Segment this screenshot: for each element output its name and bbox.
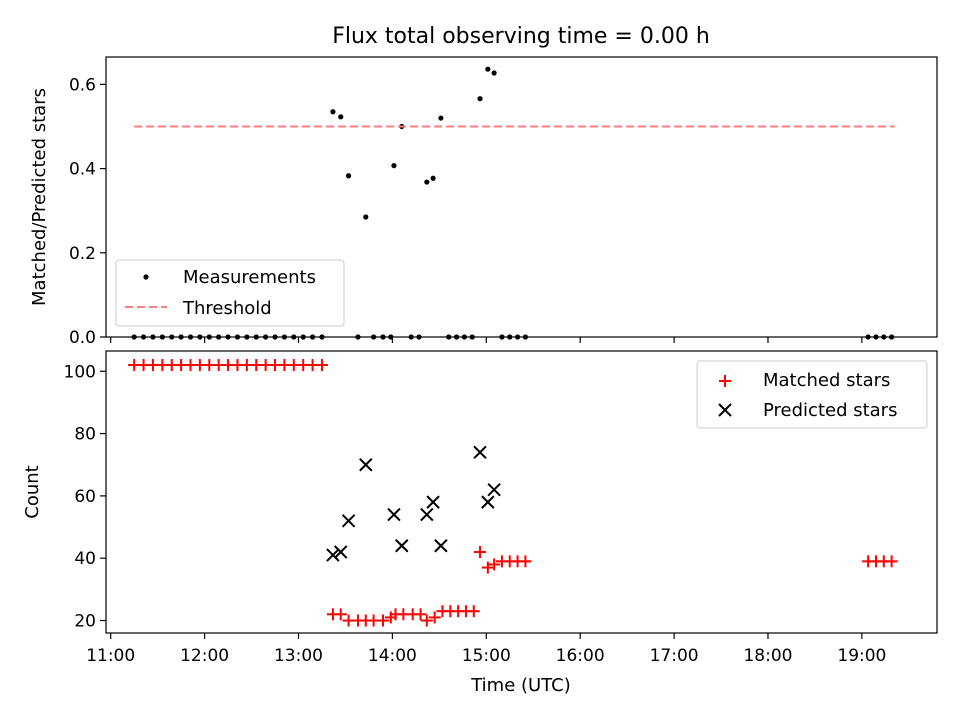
matched-star-point [467,605,480,618]
measurement-point [477,96,483,102]
y-tick-label: 0.4 [69,160,96,180]
figure-title: Flux total observing time = 0.00 h [332,24,710,49]
bottom-legend-box [696,360,928,429]
top-axes-frame [105,56,938,338]
top-y-ticks: 0.0 0.2 0.4 0.6 [69,75,106,348]
predicted-star-point [326,548,340,562]
bottom-plot-marks [128,359,898,627]
legend-threshold-label: Threshold [182,298,272,319]
top-panel: 0.0 0.2 0.4 0.6 Matched/Predicted stars Mea… [29,56,938,348]
legend-matched-label: Matched stars [763,370,890,391]
measurement-point [485,66,491,72]
top-x-ticks [110,337,863,343]
measurement-point [438,115,444,121]
legend-matched-marker [719,375,731,387]
x-tick-label: 13:00 [274,646,323,666]
top-legend: Measurements Threshold [115,259,345,327]
matched-star-point [519,555,532,568]
bottom-panel: 20 40 60 80 100 11:00 12:00 13:00 14:00 15:00 16:… [22,350,938,696]
measurement-point [338,114,344,120]
measurement-point [345,173,352,179]
x-tick-label: 18:00 [743,646,792,666]
x-tick-label: 11:00 [86,646,135,666]
y-tick-label: 40 [74,549,96,569]
measurement-point [391,163,397,169]
matched-star-point [885,555,898,568]
x-tick-label: 15:00 [462,646,511,666]
predicted-star-point [359,458,373,472]
predicted-star-point [395,539,409,553]
x-tick-label: 17:00 [650,646,699,666]
measurement-point [430,175,436,181]
y-tick-label: 60 [74,487,96,507]
measurement-point [363,214,369,220]
predicted-star-point [473,445,487,459]
legend-predicted-marker [718,403,732,417]
matched-star-point [334,608,347,621]
top-legend-box [115,259,345,327]
x-tick-label: 19:00 [837,646,886,666]
matched-star-point [428,611,441,624]
y-tick-label: 0.6 [69,75,96,95]
bottom-x-ticks: 11:00 12:00 13:00 14:00 15:00 16:00 17:00 18:00… [86,633,886,666]
legend-measurements-label: Measurements [183,267,316,288]
y-tick-label: 0.2 [69,244,96,264]
predicted-star-point [487,482,501,497]
bottom-y-ticks: 20 40 60 80 100 [64,362,106,632]
y-tick-label: 100 [64,362,96,382]
measurement-point [491,70,497,76]
bottom-x-axis-label: Time (UTC) [470,675,571,696]
predicted-star-point [334,545,348,559]
matched-star-point [414,608,427,621]
matched-star-point [488,558,501,571]
measurement-point [330,109,336,115]
x-tick-label: 16:00 [556,646,605,666]
matched-star-point [315,359,328,372]
predicted-star-point [481,495,495,509]
x-tick-label: 12:00 [180,646,229,666]
predicted-star-point [420,507,434,522]
predicted-star-point [341,514,356,528]
matched-star-point [377,614,389,627]
y-tick-label: 0.0 [69,328,96,348]
x-tick-label: 14:00 [368,646,417,666]
bottom-legend: Matched stars Predicted stars [696,360,928,429]
predicted-star-point [426,495,440,509]
legend-predicted-label: Predicted stars [763,400,897,421]
y-tick-label: 20 [74,612,96,632]
predicted-star-point [387,507,401,522]
bottom-y-axis-label: Count [22,465,43,518]
top-y-axis-label: Matched/Predicted stars [29,88,50,306]
matched-star-point [474,545,487,558]
measurement-point [424,179,430,185]
predicted-star-point [434,539,448,553]
y-tick-label: 80 [74,425,96,445]
matched-star-point [481,561,494,574]
legend-measurements-marker [143,274,149,280]
bottom-axes-frame [105,350,938,634]
matched-star-point [420,614,433,627]
